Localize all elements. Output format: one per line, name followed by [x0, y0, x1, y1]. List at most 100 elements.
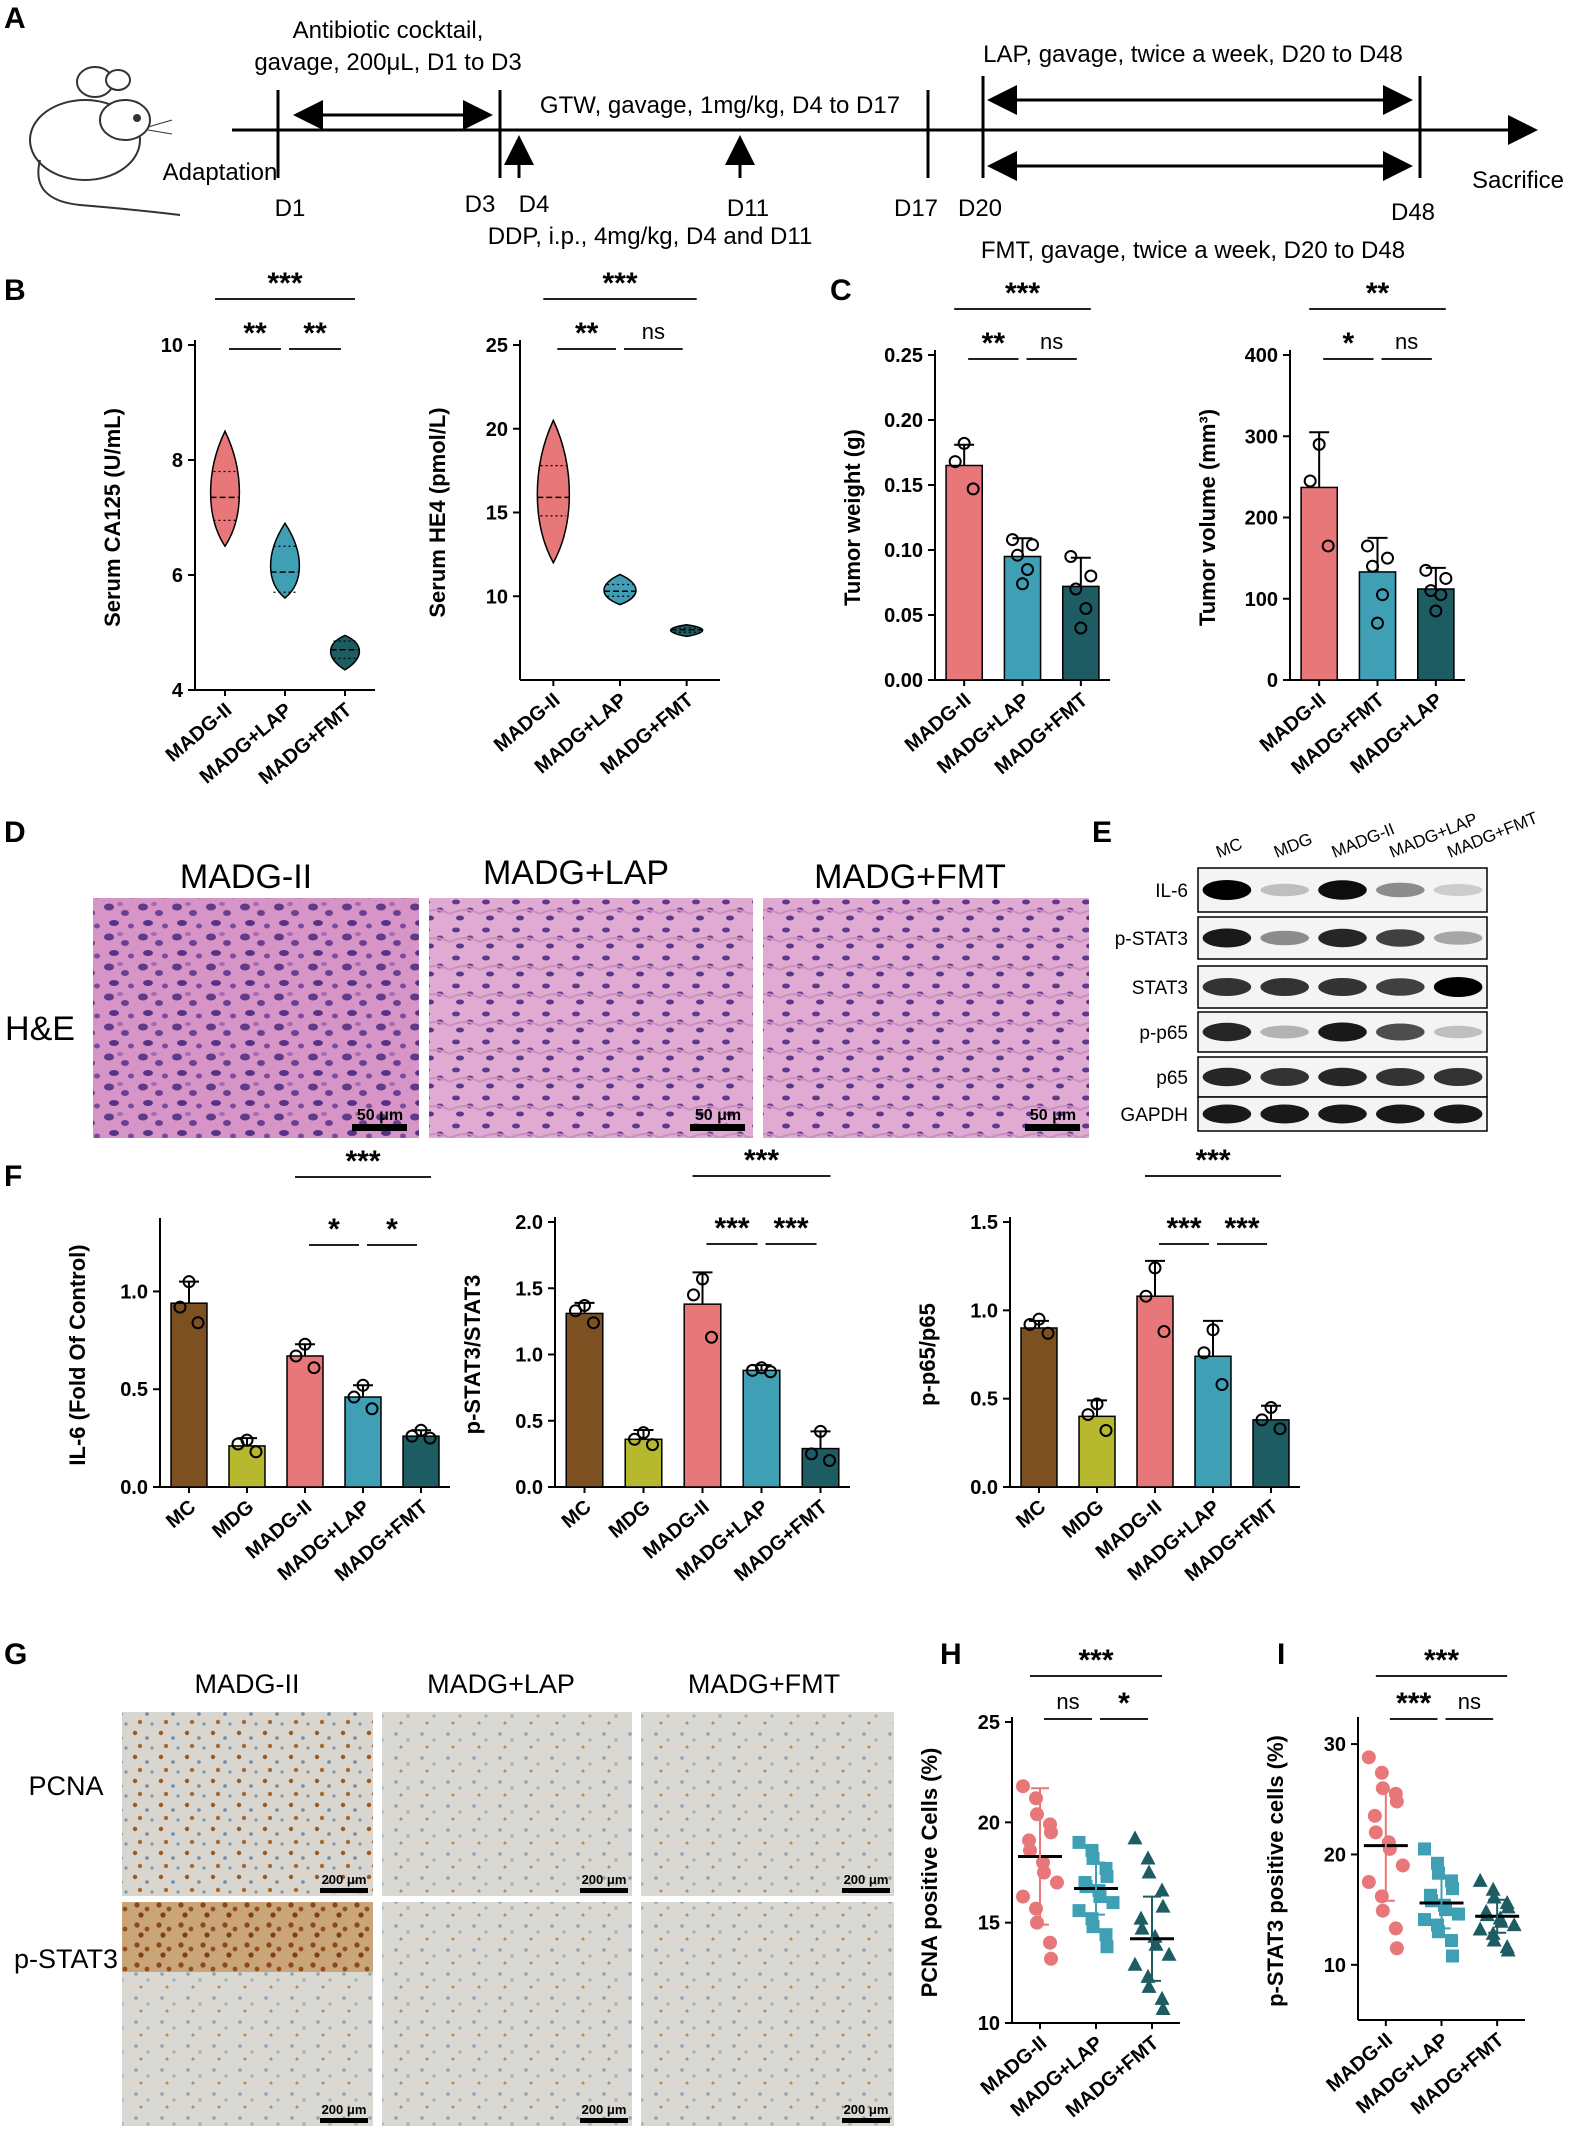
- significance-label: ***: [267, 267, 302, 300]
- ihc-image-pcna-madg-ii: [122, 1712, 373, 1896]
- data-point: [1140, 1850, 1156, 1865]
- data-point: [1050, 1875, 1064, 1890]
- data-point: [1100, 1940, 1114, 1954]
- significance-label: ***: [1005, 277, 1040, 310]
- panel-letter-d: D: [4, 816, 26, 849]
- day-d1: D1: [275, 195, 306, 222]
- data-point: [1388, 1921, 1403, 1936]
- wb-row-label: p65: [1156, 1068, 1188, 1089]
- data-point: [356, 1378, 370, 1392]
- he-row-label: H&E: [5, 1010, 75, 1048]
- significance-label: ***: [1166, 1212, 1201, 1245]
- significance-label: ns: [1040, 329, 1063, 354]
- ihc-scale-bar: [320, 2118, 368, 2123]
- ihc-image-pcna-madg-fmt: [641, 1712, 894, 1896]
- wb-lane-label: MADG-II: [1329, 819, 1397, 861]
- data-point: [587, 1316, 600, 1330]
- data-point: [1157, 1325, 1171, 1339]
- y-tick-label: 1.0: [120, 1281, 148, 1303]
- adaptation-label: Adaptation: [163, 159, 278, 186]
- wb-band: [1202, 978, 1252, 996]
- y-tick-label: 100: [1245, 589, 1278, 611]
- y-axis-label: PCNA positive Cells (%): [917, 1748, 942, 1998]
- day-d17: D17: [894, 195, 938, 222]
- y-tick-label: 0.0: [120, 1477, 148, 1499]
- panel-letter-c: C: [830, 274, 852, 307]
- data-point: [1011, 548, 1024, 562]
- y-tick-label: 1.0: [970, 1300, 998, 1322]
- data-point: [1472, 1921, 1488, 1936]
- ihc-image-pstat3-madg-ii-stained: [122, 1902, 373, 1972]
- data-point: [1361, 1750, 1376, 1765]
- y-tick-label: 0.5: [970, 1389, 998, 1411]
- data-point: [1206, 1323, 1220, 1337]
- timeline-panel: Adaptation Antibiotic cocktail, gavage, …: [29, 17, 1564, 264]
- y-tick-label: 0.15: [884, 475, 923, 497]
- data-point: [1361, 539, 1374, 553]
- bar: [1136, 1295, 1174, 1488]
- data-point: [1273, 1422, 1287, 1436]
- y-axis-label: p-STAT3/STAT3: [460, 1275, 485, 1435]
- data-point: [1021, 563, 1034, 576]
- data-point: [1500, 1942, 1516, 1957]
- ihc-scale-label: 200 μm: [322, 1872, 367, 1887]
- wb-band: [1318, 928, 1367, 948]
- data-point: [1368, 1825, 1383, 1840]
- bar: [683, 1303, 722, 1488]
- he-title-madg-fmt: MADG+FMT: [814, 858, 1006, 896]
- data-point: [307, 1361, 321, 1375]
- significance-label: ***: [1424, 1644, 1459, 1677]
- data-point: [1446, 1949, 1459, 1963]
- y-tick-label: 0.05: [884, 605, 923, 627]
- data-point: [1429, 604, 1443, 618]
- significance-label: ***: [1224, 1212, 1259, 1245]
- data-point: [705, 1330, 718, 1344]
- data-point: [1044, 1951, 1058, 1966]
- he-scale-bar-2: [690, 1124, 745, 1131]
- data-point: [1155, 1898, 1171, 1913]
- data-point: [1072, 1835, 1086, 1849]
- data-point: [1043, 1935, 1057, 1950]
- wb-band: [1376, 1023, 1425, 1041]
- bar: [1078, 1415, 1116, 1488]
- wb-band: [1433, 977, 1483, 997]
- data-point: [1389, 1794, 1404, 1809]
- data-point: [687, 1288, 700, 1302]
- data-point: [1375, 1781, 1390, 1796]
- ihc-scale-label: 200 μm: [582, 2102, 627, 2117]
- data-point: [1099, 1928, 1113, 1942]
- wb-band: [1318, 880, 1367, 900]
- panel-letter-i: I: [1277, 1638, 1285, 1671]
- wb-band: [1202, 1104, 1252, 1124]
- chart-c1: 0.00 0.05 0.10 0.15 0.20 0.25 Tumor weight (g)…: [840, 277, 1110, 779]
- y-tick-label: 15: [486, 503, 508, 525]
- data-point: [1134, 1920, 1150, 1935]
- ihc-scale-bar: [842, 2118, 890, 2123]
- data-point: [1439, 571, 1453, 585]
- data-point: [1072, 1904, 1086, 1918]
- data-point: [249, 1445, 263, 1459]
- data-point: [1418, 1913, 1431, 1927]
- data-point: [1215, 1378, 1229, 1392]
- he-scale-bar-1: [352, 1124, 407, 1131]
- wb-band: [1260, 930, 1309, 946]
- data-point: [1154, 1882, 1170, 1897]
- violin-body: [269, 521, 301, 599]
- data-point: [1030, 1807, 1044, 1822]
- ihc-row-pstat3: p-STAT3: [14, 1944, 118, 1974]
- data-point: [1161, 1946, 1177, 1961]
- he-scale-label-1: 50 μm: [357, 1107, 403, 1124]
- data-point: [1446, 1882, 1459, 1896]
- antibiotic-label-2: gavage, 200μL, D1 to D3: [254, 49, 521, 76]
- data-point: [764, 1365, 777, 1379]
- bar: [945, 464, 983, 681]
- ihc-scale-label: 200 μm: [582, 1872, 627, 1887]
- data-point: [1133, 1910, 1149, 1925]
- significance-label: ***: [1195, 1144, 1230, 1177]
- y-tick-label: 20: [486, 419, 508, 441]
- y-tick-label: 10: [161, 335, 183, 357]
